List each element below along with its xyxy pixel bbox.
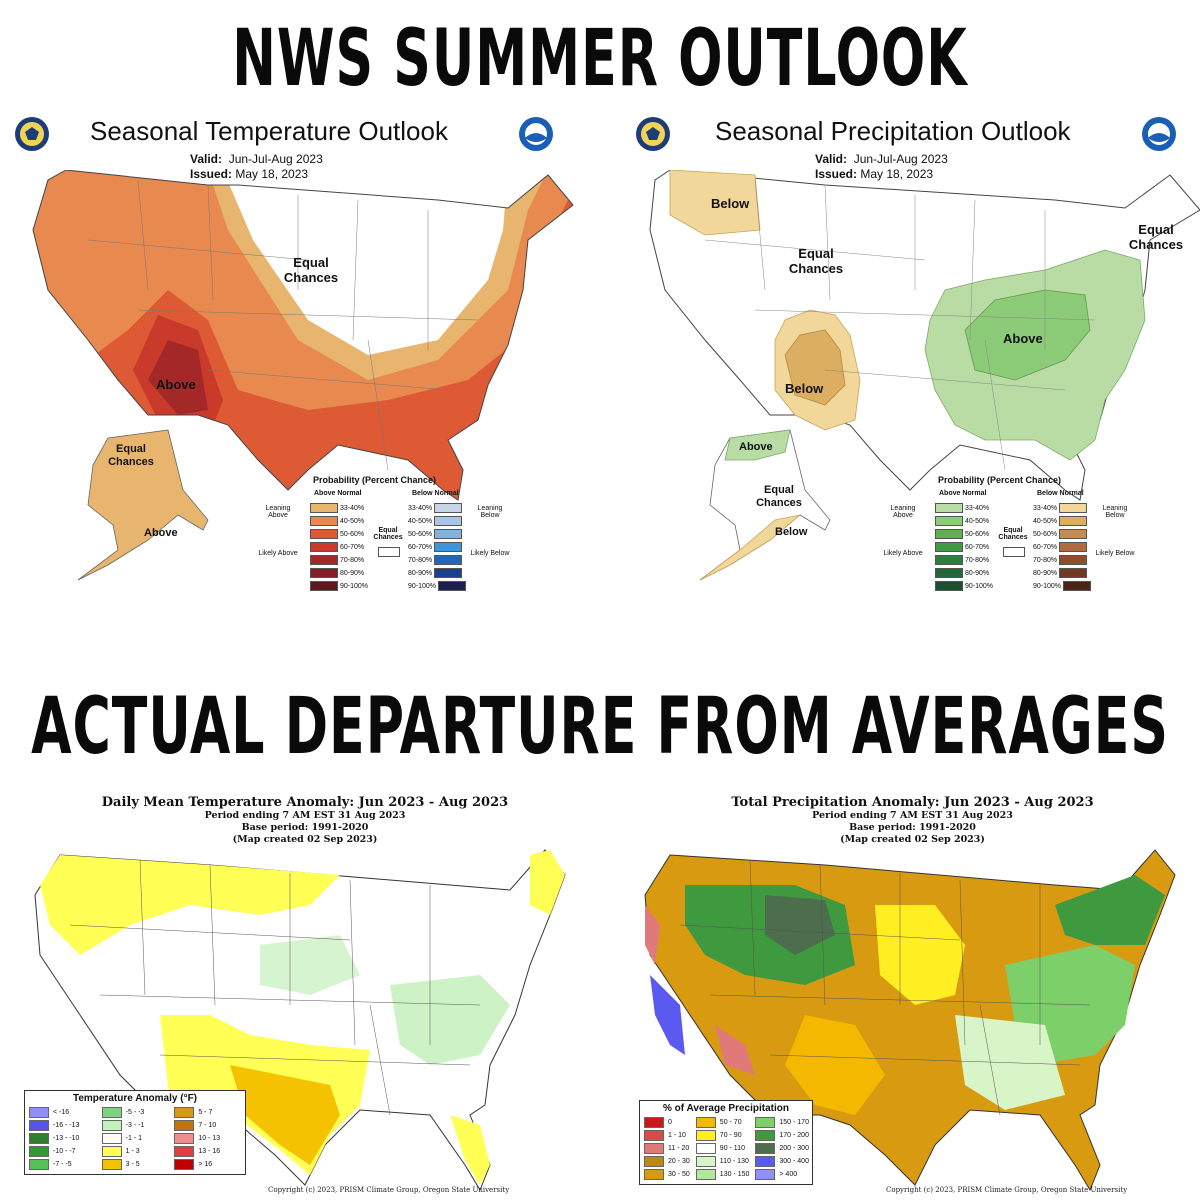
legend-below-row: 80-90%	[408, 568, 463, 578]
legend-item: -3 - -1	[101, 1120, 169, 1131]
precip-below-nw-label: Below	[711, 196, 750, 211]
temp-outlook-title: Seasonal Temperature Outlook	[90, 116, 448, 146]
noaa-logo-icon	[519, 117, 553, 151]
legend-above-row: 70-80%	[935, 555, 989, 565]
precip-outlook-title: Seasonal Precipitation Outlook	[715, 116, 1071, 146]
legend-item: 3 - 5	[101, 1159, 169, 1170]
legend-item: 5 - 7	[174, 1107, 241, 1118]
legend-above-row: 33-40%	[310, 503, 364, 513]
legend-above-row: 33-40%	[935, 503, 989, 513]
precip-ak-equal-label: Equal Chances	[756, 484, 802, 509]
precip-ak-below-label: Below	[775, 526, 808, 538]
doc-seal-icon	[15, 117, 49, 151]
legend-item: 11 - 20	[644, 1143, 690, 1154]
precip-ak-above-label: Above	[739, 441, 773, 453]
temp-anomaly-legend: Temperature Anomaly (°F) < -16 -5 - -3 5 -…	[24, 1090, 246, 1175]
precip-equal-ne-label: Equal Chances	[1128, 222, 1184, 252]
legend-above-row: 90-100%	[935, 581, 993, 591]
precip-anomaly-copyright: Copyright (c) 2023, PRISM Climate Group,…	[886, 1186, 1128, 1194]
legend-below-row: 33-40%	[408, 503, 463, 513]
legend-item: 110 - 130	[695, 1156, 750, 1167]
legend-item: 170 - 200	[755, 1130, 809, 1141]
temp-equal-chances-label: Equal Chances	[283, 255, 339, 285]
temp-anomaly-title-block: Daily Mean Temperature Anomaly: Jun 2023…	[101, 795, 509, 846]
temperature-anomaly-panel: Daily Mean Temperature Anomaly: Jun 2023…	[10, 790, 600, 1200]
legend-item: 10 - 13	[174, 1133, 241, 1144]
precip-outlook-map	[649, 170, 1200, 581]
legend-item: 300 - 400	[755, 1156, 809, 1167]
legend-item: 150 - 170	[755, 1117, 809, 1128]
legend-item: -13 - -10	[29, 1133, 96, 1144]
temp-outlook-legend: Probability (Percent Chance) Above Norma…	[258, 475, 510, 591]
precip-below-sw-label: Below	[785, 381, 824, 396]
temp-above-label: Above	[156, 377, 196, 392]
precip-anomaly-title-block: Total Precipitation Anomaly: Jun 2023 - …	[731, 795, 1094, 846]
legend-above-row: 40-50%	[310, 516, 364, 526]
legend-above-row: 60-70%	[935, 542, 989, 552]
legend-item: 30 - 50	[644, 1169, 690, 1180]
precip-anomaly-legend: % of Average Precipitation 0 50 - 70 150 -…	[639, 1100, 813, 1185]
legend-above-row: 50-60%	[310, 529, 364, 539]
noaa-logo-icon	[1142, 117, 1176, 151]
temperature-outlook-panel: Seasonal Temperature Outlook Valid: Jun-…	[8, 110, 588, 600]
legend-below-row: 60-70%	[1033, 542, 1088, 552]
legend-item: > 400	[755, 1169, 809, 1180]
legend-item: -5 - -3	[101, 1107, 169, 1118]
temp-anomaly-copyright: Copyright (c) 2023, PRISM Climate Group,…	[268, 1186, 510, 1194]
legend-item: 1 - 10	[644, 1130, 690, 1141]
legend-item: -1 - 1	[101, 1133, 169, 1144]
legend-below-row: 70-80%	[1033, 555, 1088, 565]
legend-item: > 16	[174, 1159, 241, 1170]
precipitation-anomaly-panel: Total Precipitation Anomaly: Jun 2023 - …	[625, 790, 1200, 1200]
legend-below-row: 70-80%	[408, 555, 463, 565]
legend-above-row: 40-50%	[935, 516, 989, 526]
legend-above-row: 60-70%	[310, 542, 364, 552]
precip-outlook-meta: Valid: Jun-Jul-Aug 2023 Issued: May 18, …	[815, 152, 948, 181]
legend-above-row: 50-60%	[935, 529, 989, 539]
legend-below-row: 60-70%	[408, 542, 463, 552]
precip-outlook-legend: Probability (Percent Chance) Above Norma…	[883, 475, 1135, 591]
legend-item: 0	[644, 1117, 690, 1128]
legend-above-row: 90-100%	[310, 581, 368, 591]
temp-outlook-meta: Valid: Jun-Jul-Aug 2023 Issued: May 18, …	[190, 152, 323, 181]
legend-item: -10 - -7	[29, 1146, 96, 1157]
legend-item: < -16	[29, 1107, 96, 1118]
legend-item: 90 - 110	[695, 1143, 750, 1154]
legend-item: -16 - -13	[29, 1120, 96, 1131]
legend-above-row: 80-90%	[310, 568, 364, 578]
precip-above-label: Above	[1003, 331, 1043, 346]
legend-above-row: 80-90%	[935, 568, 989, 578]
temp-ak-above-label: Above	[144, 527, 178, 539]
legend-item: 13 - 16	[174, 1146, 241, 1157]
temp-outlook-map	[32, 170, 574, 581]
legend-item: 50 - 70	[695, 1117, 750, 1128]
legend-below-row: 33-40%	[1033, 503, 1088, 513]
legend-below-row: 90-100%	[1033, 581, 1091, 591]
legend-below-row: 40-50%	[408, 516, 463, 526]
legend-item: 70 - 90	[695, 1130, 750, 1141]
precipitation-outlook-panel: Seasonal Precipitation Outlook Valid: Ju…	[625, 110, 1200, 600]
legend-item: -7 - -5	[29, 1159, 96, 1170]
doc-seal-icon	[636, 117, 670, 151]
legend-below-row: 40-50%	[1033, 516, 1088, 526]
legend-item: 20 - 30	[644, 1156, 690, 1167]
legend-above-row: 70-80%	[310, 555, 364, 565]
legend-below-row: 50-60%	[408, 529, 463, 539]
legend-item: 7 - 10	[174, 1120, 241, 1131]
headline-summer-outlook: NWS SUMMER OUTLOOK	[232, 12, 968, 104]
legend-item: 1 - 3	[101, 1146, 169, 1157]
legend-below-row: 90-100%	[408, 581, 466, 591]
legend-below-row: 80-90%	[1033, 568, 1088, 578]
legend-below-row: 50-60%	[1033, 529, 1088, 539]
precip-equal-chances-label: Equal Chances	[788, 246, 844, 276]
legend-item: 200 - 300	[755, 1143, 809, 1154]
temp-ak-equal-label: Equal Chances	[108, 443, 154, 468]
legend-item: 130 - 150	[695, 1169, 749, 1180]
headline-actual-departure: ACTUAL DEPARTURE FROM AVERAGES	[31, 680, 1169, 772]
